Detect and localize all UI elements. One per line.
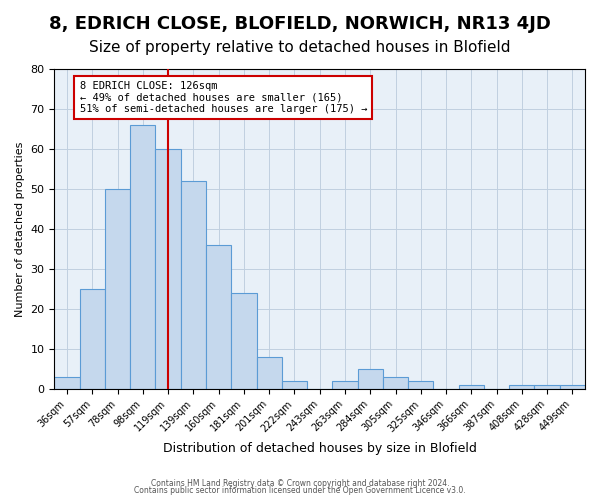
Bar — [206, 245, 231, 389]
Bar — [231, 293, 257, 389]
Bar — [105, 189, 130, 389]
Bar — [130, 125, 155, 389]
Text: 8, EDRICH CLOSE, BLOFIELD, NORWICH, NR13 4JD: 8, EDRICH CLOSE, BLOFIELD, NORWICH, NR13… — [49, 15, 551, 33]
Bar — [55, 377, 80, 389]
Bar — [408, 381, 433, 389]
Text: Contains public sector information licensed under the Open Government Licence v3: Contains public sector information licen… — [134, 486, 466, 495]
Bar — [383, 377, 408, 389]
Bar — [458, 385, 484, 389]
Bar — [332, 381, 358, 389]
Bar — [257, 357, 282, 389]
Bar — [80, 289, 105, 389]
Bar — [282, 381, 307, 389]
Bar — [155, 149, 181, 389]
X-axis label: Distribution of detached houses by size in Blofield: Distribution of detached houses by size … — [163, 442, 476, 455]
Bar — [509, 385, 535, 389]
Bar — [358, 369, 383, 389]
Y-axis label: Number of detached properties: Number of detached properties — [15, 142, 25, 316]
Bar — [560, 385, 585, 389]
Text: Size of property relative to detached houses in Blofield: Size of property relative to detached ho… — [89, 40, 511, 55]
Bar — [181, 181, 206, 389]
Text: Contains HM Land Registry data © Crown copyright and database right 2024.: Contains HM Land Registry data © Crown c… — [151, 478, 449, 488]
Text: 8 EDRICH CLOSE: 126sqm
← 49% of detached houses are smaller (165)
51% of semi-de: 8 EDRICH CLOSE: 126sqm ← 49% of detached… — [80, 81, 367, 114]
Bar — [535, 385, 560, 389]
